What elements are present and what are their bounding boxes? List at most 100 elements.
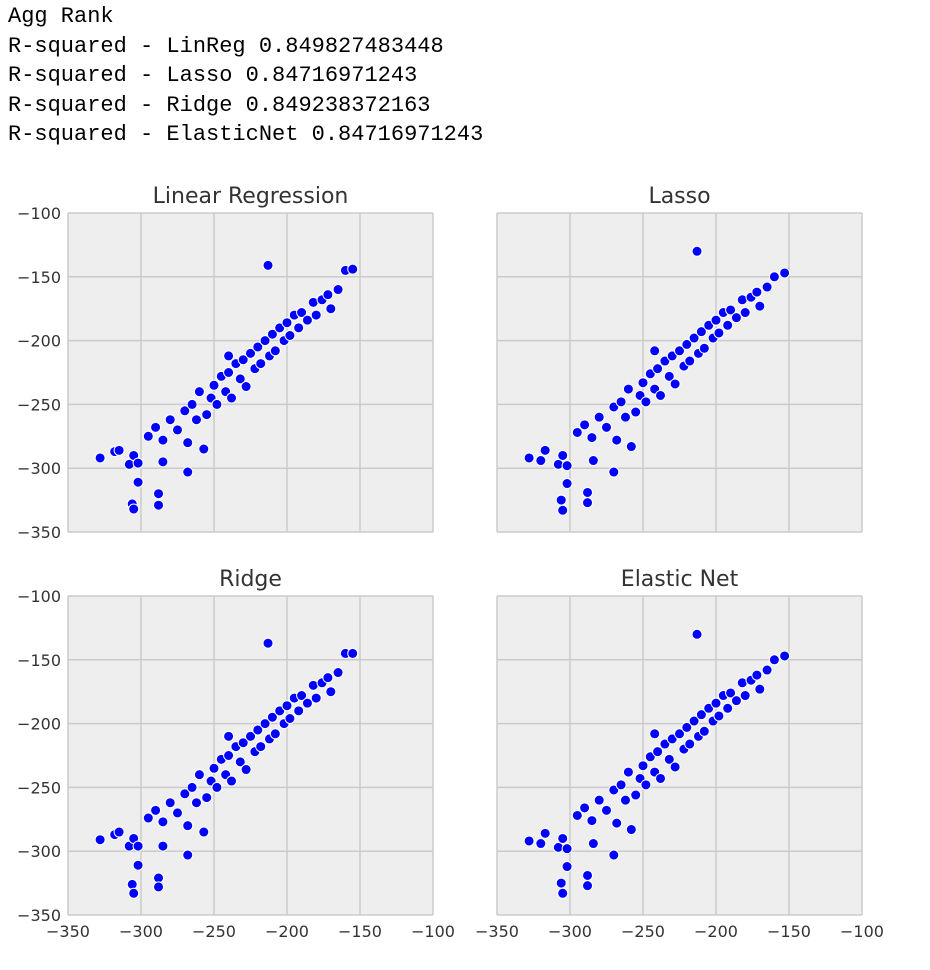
x-tick-label: −300 bbox=[119, 922, 163, 941]
scatter-point bbox=[284, 329, 296, 341]
x-tick-label: −100 bbox=[840, 922, 884, 941]
y-tick-label: −100 bbox=[17, 587, 61, 606]
scatter-point bbox=[608, 849, 620, 861]
chart-title: Linear Regression bbox=[153, 184, 349, 209]
scatter-point bbox=[751, 669, 763, 681]
scatter-point bbox=[768, 654, 780, 666]
scatter-point bbox=[663, 753, 675, 765]
scatter-point bbox=[691, 628, 703, 640]
scatter-point bbox=[259, 718, 271, 730]
scatter-point bbox=[722, 319, 734, 331]
scatter-point bbox=[193, 386, 205, 398]
scatter-point bbox=[186, 781, 198, 793]
scatter-point bbox=[593, 794, 605, 806]
scatter-point bbox=[347, 647, 359, 659]
scatter-point bbox=[582, 880, 594, 892]
scatter-point bbox=[655, 389, 667, 401]
scatter-point bbox=[695, 709, 707, 721]
scatter-point bbox=[582, 869, 594, 881]
scatter-point bbox=[754, 683, 766, 695]
scatter-point bbox=[663, 370, 675, 382]
scatter-point bbox=[586, 815, 598, 827]
scatter-point bbox=[179, 788, 191, 800]
scatter-point bbox=[284, 712, 296, 724]
scatter-point bbox=[240, 381, 252, 393]
output-line: R-squared - Ridge 0.849238372163 bbox=[8, 92, 431, 118]
scatter-point bbox=[142, 812, 154, 824]
scatter-point bbox=[593, 411, 605, 423]
scatter-point bbox=[652, 746, 664, 758]
output-line: R-squared - LinReg 0.849827483448 bbox=[8, 33, 444, 59]
scatter-point bbox=[698, 725, 710, 737]
scatter-point bbox=[579, 419, 591, 431]
scatter-point bbox=[630, 789, 642, 801]
scatter-point bbox=[182, 820, 194, 832]
scatter-point bbox=[523, 835, 535, 847]
scatter-point bbox=[751, 286, 763, 298]
x-tick-label: −200 bbox=[265, 922, 309, 941]
scatter-point bbox=[655, 772, 667, 784]
scatter-point bbox=[539, 827, 551, 839]
scatter-point bbox=[332, 284, 344, 296]
scatter-point bbox=[649, 728, 661, 740]
scatter-point bbox=[128, 887, 140, 899]
scatter-point bbox=[240, 764, 252, 776]
scatter-point bbox=[622, 766, 634, 778]
scatter-point bbox=[571, 809, 583, 821]
scatter-point bbox=[182, 466, 194, 478]
scatter-point bbox=[722, 702, 734, 714]
scatter-point bbox=[296, 690, 308, 702]
scatter-point bbox=[674, 728, 685, 740]
scatter-point bbox=[601, 421, 612, 433]
scatter-point bbox=[669, 378, 681, 390]
scatter-point bbox=[768, 271, 780, 283]
scatter-point bbox=[150, 804, 162, 816]
scatter-point bbox=[761, 664, 773, 676]
scatter-point bbox=[691, 245, 703, 257]
scatter-point bbox=[128, 503, 140, 515]
plot-background bbox=[68, 596, 433, 915]
scatter-point bbox=[255, 358, 267, 370]
plot-background bbox=[68, 213, 433, 532]
scatter-point bbox=[619, 794, 631, 806]
scatter-point bbox=[211, 781, 223, 793]
scatter-point bbox=[223, 750, 235, 761]
chart-title: Ridge bbox=[219, 567, 282, 592]
scatter-point bbox=[310, 309, 322, 321]
scatter-point bbox=[710, 314, 722, 326]
scatter-point bbox=[301, 314, 313, 326]
scatter-point bbox=[223, 350, 235, 362]
scatter-point bbox=[779, 650, 791, 662]
y-tick-label: −350 bbox=[17, 523, 61, 542]
scatter-point bbox=[259, 335, 271, 347]
scatter-point bbox=[347, 263, 359, 275]
scatter-point bbox=[322, 289, 334, 301]
scatter-point bbox=[208, 762, 220, 774]
x-tick-label: −150 bbox=[767, 922, 811, 941]
scatter-point bbox=[557, 504, 569, 516]
scatter-point bbox=[164, 797, 176, 809]
scatter-point bbox=[669, 761, 681, 773]
scatter-point bbox=[695, 326, 707, 338]
scatter-point bbox=[211, 398, 223, 410]
scatter-point bbox=[113, 826, 125, 838]
scatter-point bbox=[269, 728, 281, 740]
scatter-point bbox=[713, 327, 725, 339]
scatter-point bbox=[182, 849, 194, 861]
scatter-point bbox=[730, 312, 742, 324]
scatter-point bbox=[132, 476, 144, 488]
scatter-point bbox=[779, 267, 791, 279]
scatter-point bbox=[164, 414, 176, 426]
x-tick-label: −300 bbox=[548, 922, 592, 941]
scatter-point bbox=[269, 345, 281, 357]
scatter-point bbox=[630, 406, 642, 418]
x-tick-label: −150 bbox=[338, 922, 382, 941]
scatter-point bbox=[153, 499, 165, 511]
scatter-point bbox=[674, 345, 685, 357]
plot-background bbox=[497, 596, 862, 915]
scatter-point bbox=[186, 398, 198, 410]
scatter-point bbox=[182, 437, 194, 449]
scatter-point bbox=[601, 804, 612, 816]
